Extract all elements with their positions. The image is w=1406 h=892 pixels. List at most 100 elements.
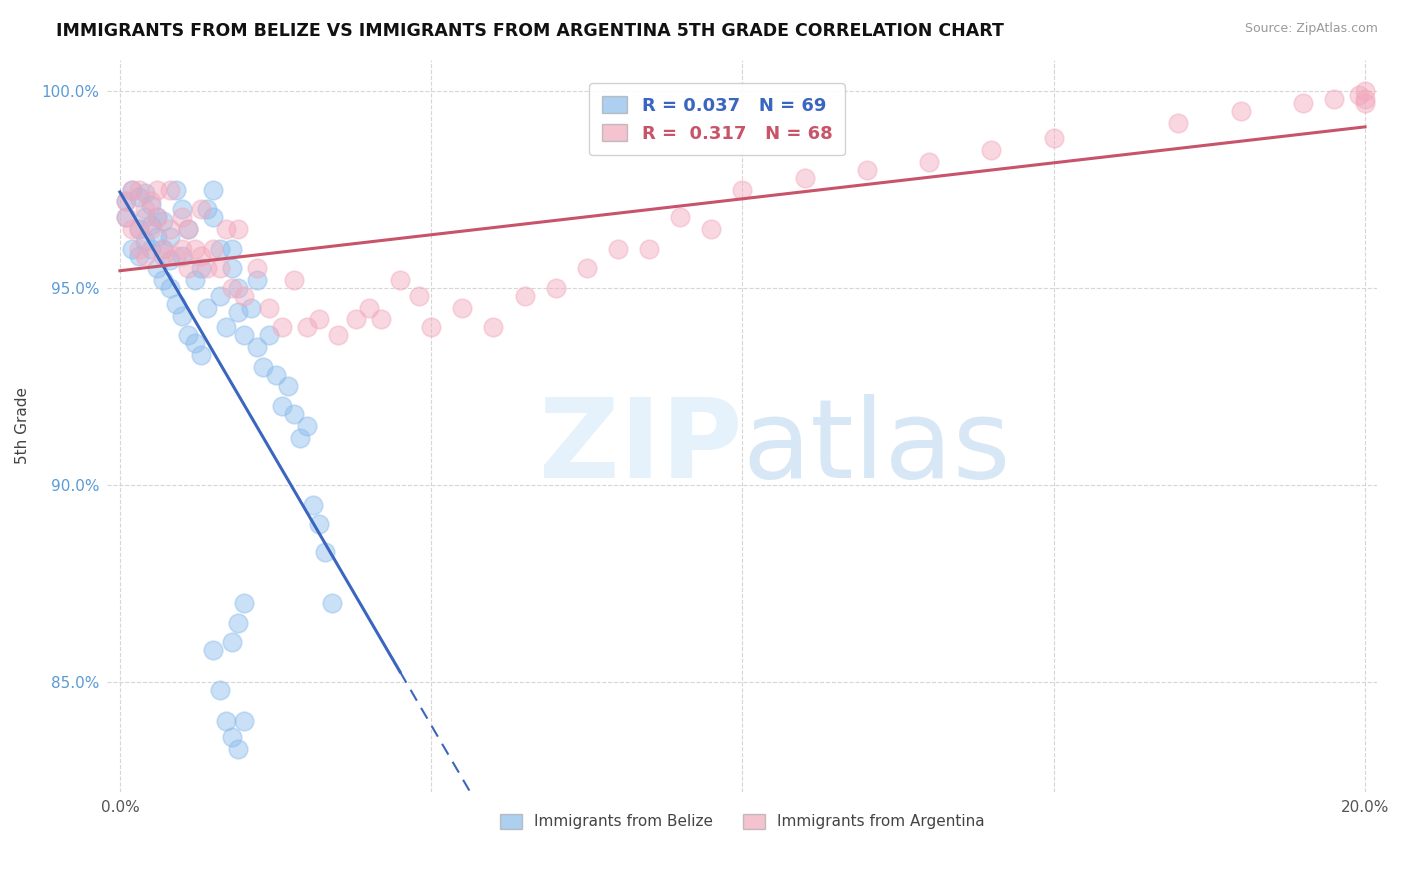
- Point: [239, 301, 262, 315]
- Point: [202, 182, 225, 196]
- Point: [172, 309, 194, 323]
- Point: [302, 498, 325, 512]
- Point: [172, 242, 194, 256]
- Point: [190, 250, 212, 264]
- Point: [177, 328, 200, 343]
- Point: [146, 261, 169, 276]
- Point: [146, 210, 169, 224]
- Point: [195, 301, 218, 315]
- Point: [152, 273, 174, 287]
- Point: [115, 194, 138, 209]
- Point: [183, 242, 205, 256]
- Point: [277, 379, 299, 393]
- Point: [482, 320, 505, 334]
- Point: [295, 418, 318, 433]
- Point: [152, 214, 174, 228]
- Point: [159, 222, 181, 236]
- Point: [215, 320, 238, 334]
- Point: [172, 202, 194, 217]
- Point: [139, 198, 162, 212]
- Point: [128, 190, 150, 204]
- Point: [208, 242, 231, 256]
- Point: [357, 301, 380, 315]
- Point: [177, 222, 200, 236]
- Point: [165, 182, 187, 196]
- Point: [172, 210, 194, 224]
- Point: [321, 596, 343, 610]
- Point: [115, 194, 138, 209]
- Point: [270, 399, 292, 413]
- Point: [221, 281, 243, 295]
- Point: [165, 296, 187, 310]
- Point: [246, 261, 269, 276]
- Point: [146, 210, 169, 224]
- Point: [856, 162, 879, 177]
- Point: [575, 261, 598, 276]
- Text: atlas: atlas: [742, 394, 1011, 501]
- Point: [700, 222, 723, 236]
- Point: [233, 596, 256, 610]
- Point: [607, 242, 630, 256]
- Point: [246, 273, 269, 287]
- Point: [408, 289, 430, 303]
- Point: [159, 229, 181, 244]
- Text: ZIP: ZIP: [538, 394, 742, 501]
- Point: [1167, 115, 1189, 129]
- Point: [270, 320, 292, 334]
- Point: [128, 222, 150, 236]
- Point: [172, 250, 194, 264]
- Point: [208, 261, 231, 276]
- Point: [1042, 131, 1064, 145]
- Point: [233, 289, 256, 303]
- Point: [152, 242, 174, 256]
- Point: [139, 222, 162, 236]
- Point: [121, 182, 143, 196]
- Point: [544, 281, 567, 295]
- Point: [221, 261, 243, 276]
- Point: [295, 320, 318, 334]
- Point: [152, 250, 174, 264]
- Point: [159, 253, 181, 268]
- Point: [215, 222, 238, 236]
- Point: [226, 741, 249, 756]
- Point: [308, 517, 330, 532]
- Point: [638, 242, 661, 256]
- Point: [121, 182, 143, 196]
- Point: [128, 242, 150, 256]
- Point: [183, 336, 205, 351]
- Point: [208, 682, 231, 697]
- Point: [283, 273, 305, 287]
- Point: [146, 182, 169, 196]
- Point: [233, 714, 256, 728]
- Point: [128, 222, 150, 236]
- Point: [134, 210, 156, 224]
- Point: [389, 273, 412, 287]
- Point: [139, 194, 162, 209]
- Point: [152, 242, 174, 256]
- Point: [226, 281, 249, 295]
- Point: [233, 328, 256, 343]
- Point: [177, 222, 200, 236]
- Point: [221, 730, 243, 744]
- Point: [221, 242, 243, 256]
- Point: [252, 359, 274, 374]
- Point: [308, 312, 330, 326]
- Point: [1354, 84, 1376, 98]
- Point: [264, 368, 287, 382]
- Point: [290, 431, 312, 445]
- Text: IMMIGRANTS FROM BELIZE VS IMMIGRANTS FROM ARGENTINA 5TH GRADE CORRELATION CHART: IMMIGRANTS FROM BELIZE VS IMMIGRANTS FRO…: [56, 22, 1004, 40]
- Point: [128, 182, 150, 196]
- Point: [190, 261, 212, 276]
- Point: [314, 545, 336, 559]
- Point: [177, 261, 200, 276]
- Point: [202, 643, 225, 657]
- Point: [121, 222, 143, 236]
- Point: [202, 210, 225, 224]
- Point: [115, 210, 138, 224]
- Point: [202, 242, 225, 256]
- Point: [1323, 92, 1346, 106]
- Point: [134, 234, 156, 248]
- Point: [246, 340, 269, 354]
- Point: [731, 182, 754, 196]
- Point: [513, 289, 536, 303]
